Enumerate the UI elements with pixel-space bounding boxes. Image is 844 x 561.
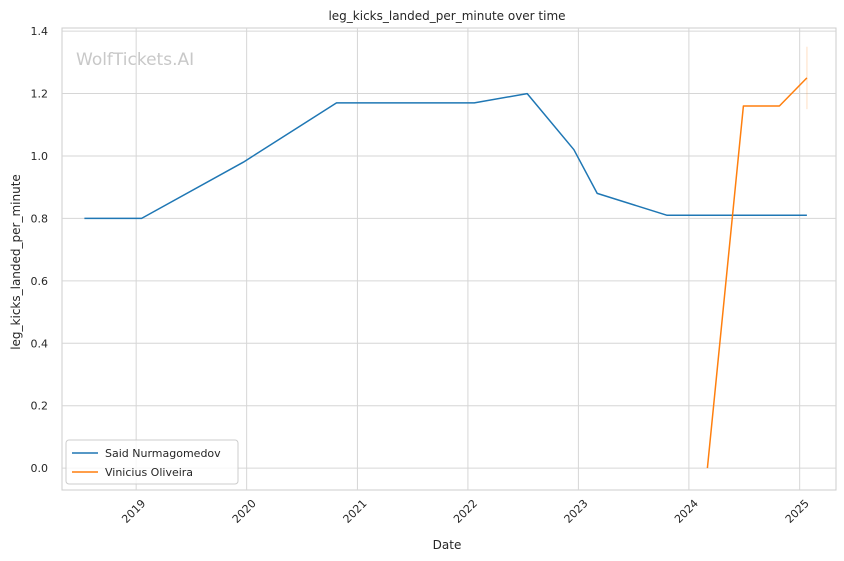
y-tick-label: 1.0 (31, 150, 49, 163)
y-tick-label: 0.8 (31, 212, 49, 225)
y-tick-label: 0.4 (31, 337, 49, 350)
legend: Said Nurmagomedov Vinicius Oliveira (65, 439, 239, 485)
y-tick-label: 1.2 (31, 88, 49, 101)
x-axis-label: Date (433, 538, 462, 552)
y-tick-label: 0.0 (31, 462, 49, 475)
x-tick-label: 2019 (119, 497, 148, 526)
x-tick-label: 2024 (672, 497, 701, 526)
watermark-text: WolfTickets.AI (76, 50, 194, 70)
grid (62, 28, 836, 490)
x-tick-label: 2023 (562, 497, 591, 526)
y-tick-label: 1.4 (31, 25, 49, 38)
plot-area (61, 27, 837, 491)
series-lines (84, 77, 808, 469)
series-line-said-nurmagomedov (84, 92, 807, 220)
legend-label-vinicius-oliveira: Vinicius Oliveira (105, 466, 193, 479)
chart-title: leg_kicks_landed_per_minute over time (328, 9, 565, 23)
y-tick-labels: 0.0 0.2 0.4 0.6 0.8 1.0 1.2 1.4 (31, 25, 49, 475)
x-tick-label: 2021 (341, 497, 370, 526)
legend-label-said-nurmagomedov: Said Nurmagomedov (105, 447, 221, 460)
y-tick-label: 0.6 (31, 275, 49, 288)
x-tick-label: 2022 (451, 497, 480, 526)
x-tick-labels: 2019 2020 2021 2022 2023 2024 2025 (119, 497, 812, 526)
x-tick-label: 2020 (230, 497, 259, 526)
y-tick-label: 0.2 (31, 400, 49, 413)
series-line-vinicius-oliveira (706, 77, 808, 469)
legend-box (65, 439, 239, 485)
x-tick-label: 2025 (783, 497, 812, 526)
y-axis-label: leg_kicks_landed_per_minute (9, 174, 23, 350)
